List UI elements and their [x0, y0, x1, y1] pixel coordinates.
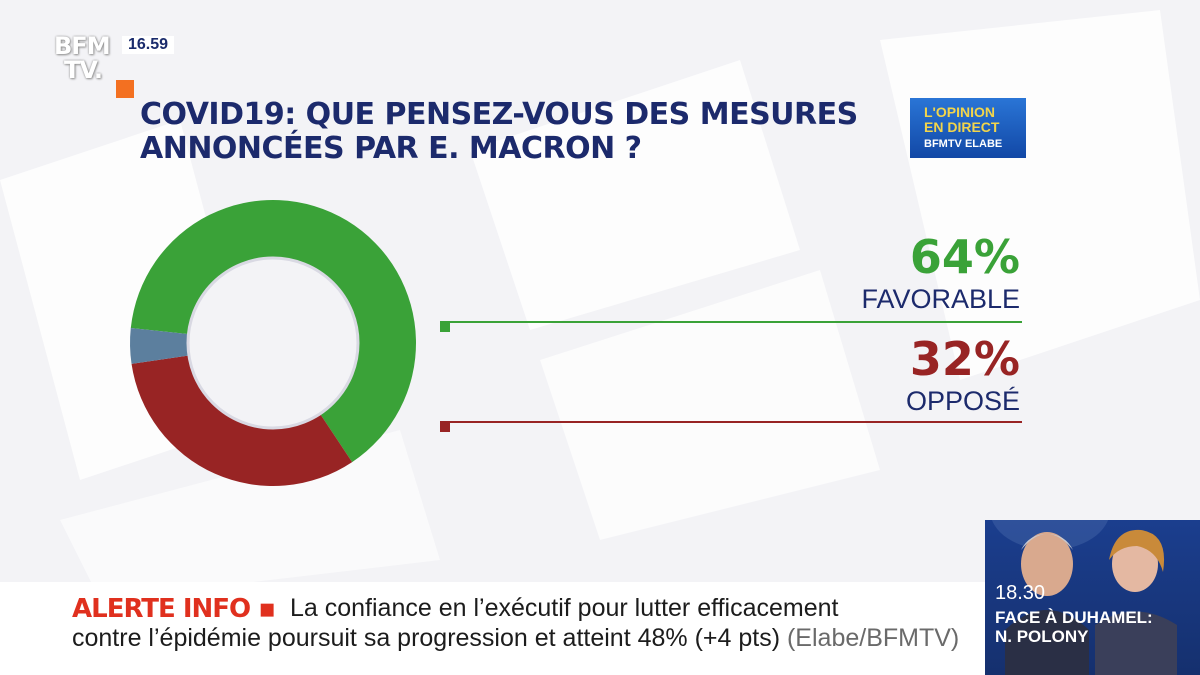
badge-line2: EN DIRECT — [924, 119, 1000, 135]
alert-source: (Elabe/BFMTV) — [786, 624, 960, 652]
logo-orange-square — [116, 80, 134, 98]
badge-line3: BFMTV ELABE — [924, 138, 1003, 150]
channel-logo: BFM TV. — [54, 34, 136, 100]
program-inset: 18.30 FACE À DUHAMEL: N. POLONY — [985, 520, 1200, 675]
alert-label: ALERTE INFO ▪ — [72, 594, 276, 624]
favorable-label: FAVORABLE — [861, 284, 1020, 314]
donut-chart — [130, 199, 416, 486]
favorable-percent: 64% — [909, 230, 1020, 284]
alert-line-2-text: contre l’épidémie poursuit sa progressio… — [72, 624, 781, 652]
news-ticker: ALERTE INFO ▪ La confiance en l’exécutif… — [0, 582, 985, 675]
chart-title: COVID19: QUE PENSEZ-VOUS DES MESURES ANN… — [140, 98, 920, 166]
favorable-marker — [440, 322, 450, 332]
donut-slice-other — [130, 328, 188, 364]
alert-line-1: La confiance en l’exécutif pour lutter e… — [290, 594, 839, 622]
title-line-2: ANNONCÉES PAR E. MACRON ? — [140, 131, 642, 166]
logo-line1: BFM — [54, 32, 111, 60]
donut-slice-favorable — [130, 199, 416, 463]
donut-hole — [186, 256, 360, 430]
program-guest: N. POLONY — [995, 627, 1089, 646]
oppose-label: OPPOSÉ — [905, 386, 1020, 416]
program-time: 18.30 — [995, 582, 1046, 604]
title-line-1: COVID19: QUE PENSEZ-VOUS DES MESURES — [140, 97, 858, 132]
badge-line1: L'OPINION — [924, 104, 995, 120]
presenters-image — [991, 520, 1177, 675]
oppose-marker — [440, 422, 450, 432]
oppose-percent: 32% — [909, 332, 1020, 386]
logo-line2: TV. — [64, 56, 103, 84]
clock: 16.59 — [122, 36, 175, 54]
opinion-badge: L'OPINION EN DIRECT BFMTV ELABE — [910, 98, 1026, 158]
program-title: FACE À DUHAMEL: — [995, 608, 1153, 627]
donut-slice-opposé — [131, 355, 353, 486]
favorable-rule — [440, 321, 1022, 323]
alert-line-2: contre l’épidémie poursuit sa progressio… — [72, 624, 959, 653]
oppose-rule — [440, 421, 1022, 423]
